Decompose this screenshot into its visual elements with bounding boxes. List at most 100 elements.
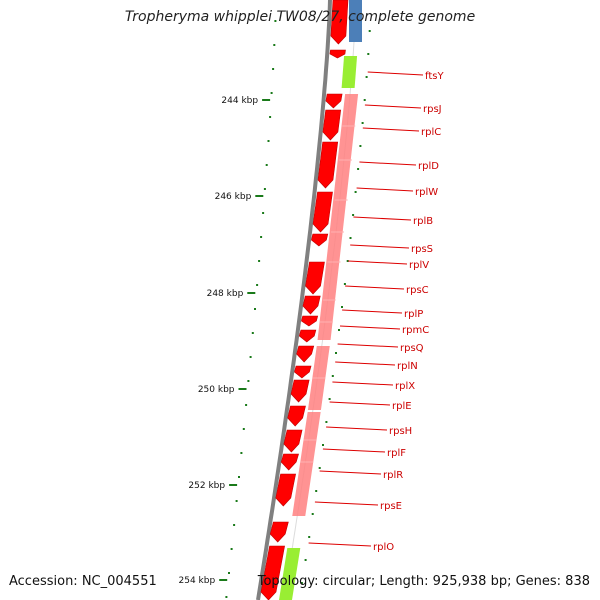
minor-tick	[262, 212, 265, 214]
inner-tick	[352, 214, 355, 216]
accession-text: Accession: NC_004551	[9, 574, 157, 589]
green-gene-block	[341, 56, 358, 88]
inner-tick	[341, 306, 343, 308]
label-leader-line	[356, 187, 414, 192]
inner-tick	[367, 53, 370, 55]
minor-tick	[238, 476, 240, 478]
label-leader-line	[362, 127, 420, 132]
label-leader-line	[329, 401, 391, 406]
inner-tick	[349, 237, 352, 239]
minor-tick	[254, 308, 256, 310]
minor-tick	[267, 140, 270, 142]
gene-label: rplO	[373, 542, 394, 553]
minor-tick	[225, 596, 228, 598]
forward-gene-arrow	[283, 429, 303, 453]
inner-tick	[365, 76, 368, 78]
gene-labels: ftsY rpsJ rplC rplD rplW rplB rpsS rplV rpsC rplP…	[308, 71, 444, 553]
gene-label: rplW	[415, 187, 438, 198]
minor-tick	[230, 548, 233, 550]
inner-tick	[343, 283, 346, 285]
minor-tick	[274, 20, 277, 22]
gene-label: rpsC	[406, 285, 429, 296]
inner-tick	[304, 559, 307, 561]
gene-label: rpmC	[402, 325, 429, 336]
major-tick	[262, 99, 271, 101]
minor-tick	[269, 116, 272, 118]
inner-tick	[315, 490, 318, 492]
inner-tick	[361, 122, 364, 124]
forward-gene-arrow	[305, 261, 325, 295]
inner-tick	[318, 467, 321, 469]
forward-gene-arrow	[287, 405, 306, 427]
forward-gene-arrow	[330, 0, 349, 45]
forward-gene-arrow	[301, 315, 319, 327]
reverse-gene-band	[292, 412, 321, 516]
major-tick	[238, 388, 247, 390]
minor-tick	[242, 428, 245, 430]
forward-gene-arrow	[325, 93, 343, 109]
major-tick	[219, 579, 228, 581]
gene-label: rpsQ	[400, 343, 424, 354]
minor-tick	[273, 44, 276, 46]
minor-tick	[245, 404, 248, 406]
gene-label: rplF	[387, 448, 406, 459]
label-leader-line	[337, 343, 399, 348]
inner-tick	[308, 536, 311, 538]
minor-tick	[249, 356, 252, 358]
gene-label: rplC	[421, 127, 441, 138]
minor-tick	[228, 572, 230, 574]
forward-gene-arrow	[311, 233, 329, 247]
label-leader-line	[319, 470, 382, 475]
inner-tick	[328, 398, 331, 400]
inner-tick	[322, 444, 324, 446]
forward-gene-arrow	[269, 521, 289, 543]
inner-tick	[359, 145, 362, 147]
inner-tick	[363, 99, 366, 101]
minor-tick	[233, 524, 236, 526]
minor-tick	[258, 260, 261, 262]
label-leader-line	[335, 361, 396, 366]
minor-tick	[247, 380, 250, 382]
label-leader-line	[350, 244, 410, 249]
forward-gene-arrow	[294, 365, 312, 379]
gene-label: rplR	[383, 470, 403, 481]
forward-gene-arrow	[312, 191, 333, 233]
label-leader-line	[339, 325, 401, 330]
topology-text: Topology: circular; Length: 925,938 bp; …	[257, 574, 590, 589]
major-tick	[229, 484, 238, 486]
label-leader-line	[326, 426, 388, 431]
blue-gene-block	[349, 0, 362, 42]
label-leader-line	[345, 285, 405, 290]
inner-tick	[331, 375, 334, 377]
reverse-gene-band	[317, 94, 359, 340]
forward-gene-arrow	[329, 49, 346, 59]
gene-features	[260, 0, 371, 600]
label-leader-line	[308, 542, 372, 547]
scale-label: 246 kbp	[215, 192, 252, 202]
label-leader-line	[353, 216, 412, 221]
gene-label: rpsJ	[423, 104, 442, 115]
gene-label: rplN	[397, 361, 418, 372]
forward-gene-arrow	[260, 545, 285, 600]
label-leader-line	[364, 104, 422, 109]
inner-tick	[338, 329, 340, 331]
minor-tick	[272, 68, 275, 70]
label-leader-line	[367, 71, 424, 76]
forward-gene-arrow	[290, 379, 310, 403]
gene-label: rplE	[392, 401, 412, 412]
inner-tick	[368, 30, 371, 32]
forward-gene-arrow	[298, 329, 317, 343]
gene-label: rpsS	[411, 244, 433, 255]
forward-gene-arrow	[322, 109, 342, 141]
scale-label: 244 kbp	[221, 96, 258, 106]
label-leader-line	[342, 309, 403, 314]
minor-tick	[263, 188, 266, 190]
label-leader-line	[359, 161, 417, 166]
label-leader-line	[332, 381, 394, 386]
scale-label: 248 kbp	[207, 289, 244, 299]
forward-gene-arrow	[280, 453, 299, 471]
map-title: Tropheryma whipplei TW08/27, complete ge…	[124, 9, 476, 25]
minor-tick	[260, 236, 263, 238]
